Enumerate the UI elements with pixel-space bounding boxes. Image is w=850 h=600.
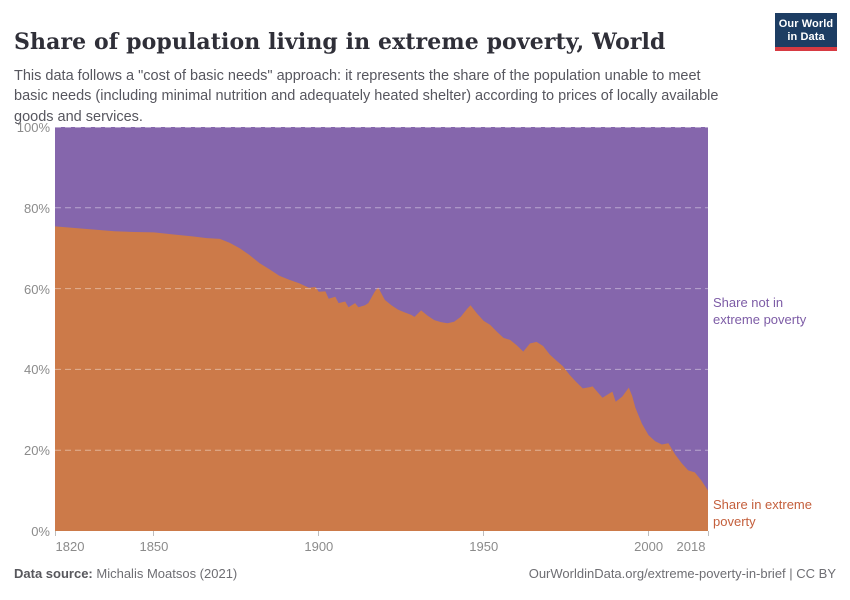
x-axis-label-2018: 2018 xyxy=(676,539,706,554)
series-label-in-poverty: Share in extreme poverty xyxy=(713,497,812,529)
x-tick-1950 xyxy=(483,531,485,536)
data-source-value: Michalis Moatsos (2021) xyxy=(96,566,238,581)
chart-footer: Data source: Michalis Moatsos (2021) Our… xyxy=(14,566,836,581)
x-tick-1900 xyxy=(318,531,320,536)
y-axis-label-0: 0% xyxy=(31,524,50,539)
y-axis-label-20: 20% xyxy=(23,443,50,459)
data-source: Data source: Michalis Moatsos (2021) xyxy=(14,566,237,581)
y-axis-label-100: 100% xyxy=(16,120,50,135)
x-tick-1850 xyxy=(153,531,155,536)
y-axis-label-80: 80% xyxy=(23,200,50,216)
chart-subtitle: This data follows a "cost of basic needs… xyxy=(14,67,719,125)
y-axis-label-60: 60% xyxy=(23,281,50,297)
owid-logo-line1: Our World xyxy=(778,18,834,30)
area-share-in-extreme-poverty xyxy=(55,226,708,531)
x-axis-label-1900: 1900 xyxy=(304,539,334,554)
x-tick-2000 xyxy=(648,531,650,536)
x-tick-1820 xyxy=(54,531,56,536)
series-label-not-in-poverty: Share not in extreme poverty xyxy=(713,295,807,327)
owid-logo[interactable]: Our World in Data xyxy=(775,13,837,51)
x-tick-2018 xyxy=(707,531,709,536)
data-source-label: Data source: xyxy=(14,566,93,581)
page-title: Share of population living in extreme po… xyxy=(14,28,666,55)
owid-logo-line2: in Data xyxy=(787,30,825,43)
plot-area[interactable] xyxy=(55,127,708,531)
x-axis-label-2000: 2000 xyxy=(634,539,664,554)
x-axis-label-1950: 1950 xyxy=(469,539,499,554)
x-axis-label-1850: 1850 xyxy=(139,539,169,554)
x-axis-label-1820: 1820 xyxy=(55,539,85,554)
footer-citation-link[interactable]: OurWorldinData.org/extreme-poverty-in-br… xyxy=(528,566,836,581)
y-axis-label-40: 40% xyxy=(23,362,50,378)
